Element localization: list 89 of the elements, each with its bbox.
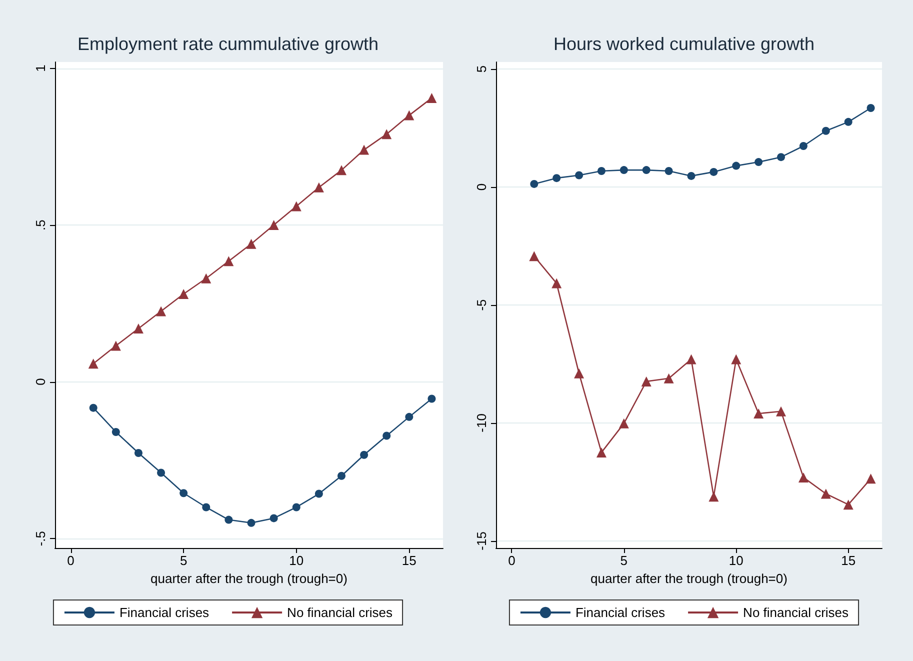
point [618,418,629,428]
y-tick-label: -5 [474,299,489,311]
point [710,168,718,176]
point [291,201,302,212]
point [641,376,652,386]
legend-label: Financial crises [119,605,210,620]
point [88,358,98,369]
point [754,158,763,166]
y-tick-label: 0 [474,183,489,191]
point [552,174,561,182]
point [820,488,831,499]
point [360,450,368,459]
point [382,432,391,440]
point [246,238,256,249]
point [112,428,120,436]
point [799,142,808,150]
point [776,406,786,416]
point [336,165,346,176]
point [268,220,279,230]
point [382,129,392,140]
point [157,468,166,477]
legend-label: No financial crises [287,605,394,620]
point [866,104,875,112]
point [405,412,414,421]
point [686,354,696,364]
y-tick-label: 5 [474,65,489,73]
point [247,518,256,527]
y-tick-label: -15 [474,532,489,550]
y-tick-label: -.5 [33,531,48,546]
point [314,182,324,192]
x-tick-label: 0 [508,553,516,568]
x-axis-title: quarter after the trough (trough=0) [150,570,348,586]
point [754,408,764,419]
x-tick-label: 5 [620,553,628,568]
point [133,324,144,334]
point [110,340,121,351]
y-tick-label: .5 [33,220,48,230]
point [426,93,437,104]
x-tick-label: 0 [67,553,74,568]
point [777,153,786,162]
x-tick-label: 15 [841,553,856,568]
x-tick-label: 10 [289,553,304,568]
point [270,514,278,522]
point [687,172,696,180]
point [664,167,673,175]
x-tick-label: 10 [728,553,744,568]
point [202,503,210,512]
point [732,162,740,170]
point [642,166,650,174]
point [292,503,300,512]
point [224,256,234,266]
y-tick-label: 1 [33,64,48,72]
point [404,110,414,120]
point [597,167,606,175]
point [574,368,584,378]
point [844,118,852,126]
point [843,500,854,510]
legend-label: Financial crises [575,605,666,620]
chart-title: Hours worked cumulative growth [553,34,815,54]
point [337,472,346,480]
x-tick-label: 15 [402,553,416,568]
point [731,354,742,364]
point [178,289,189,300]
y-tick-label: -10 [474,414,489,432]
point [708,492,719,502]
point [224,516,233,524]
point [89,404,98,412]
y-tick-label: 0 [33,378,48,386]
point [134,448,142,457]
point [798,472,808,482]
point [359,144,370,155]
point [180,489,188,498]
point [530,180,538,188]
point [866,474,876,484]
x-tick-label: 5 [180,553,188,568]
point [620,166,628,174]
point [596,447,606,458]
point [822,126,830,135]
legend-label: No financial crises [743,605,850,620]
point [156,306,166,316]
point [552,278,562,288]
chart-title: Employment rate cummulative growth [77,34,379,54]
point [575,171,584,180]
point [201,273,212,284]
point [529,251,540,262]
point [428,394,436,403]
point [664,373,674,384]
x-axis-title: quarter after the trough (trough=0) [590,570,788,586]
point [314,490,323,498]
